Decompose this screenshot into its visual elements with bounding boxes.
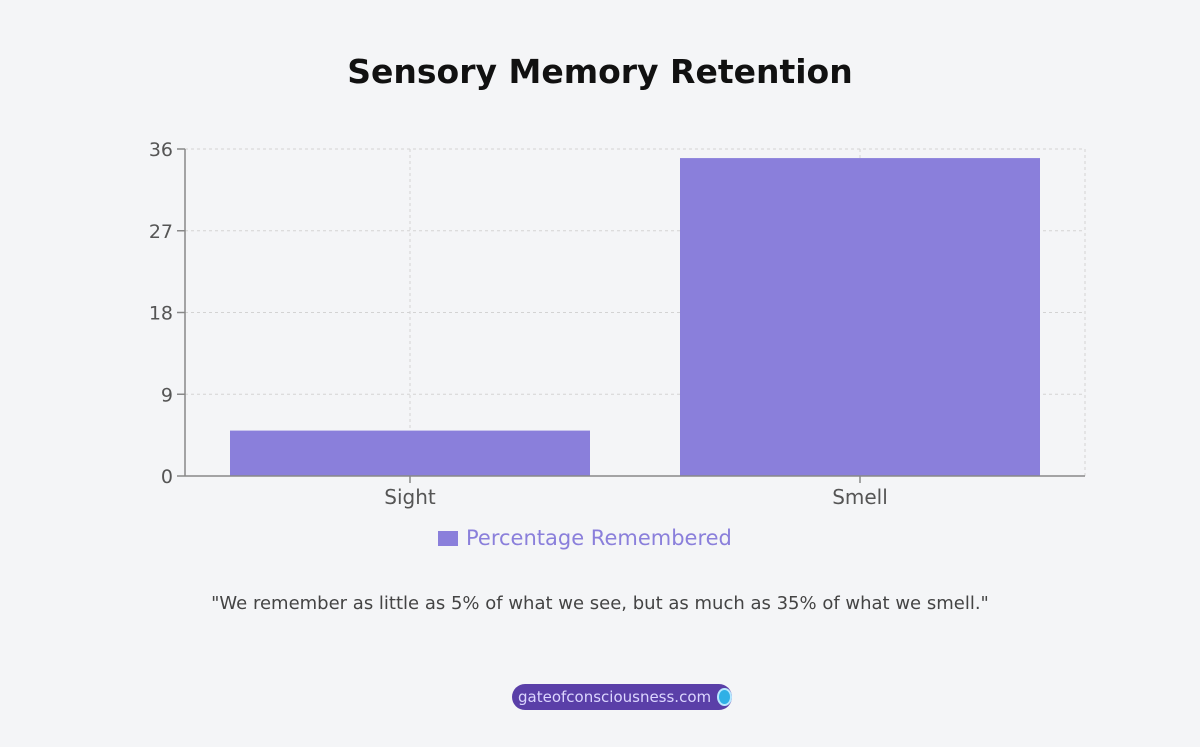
legend-swatch	[438, 530, 458, 546]
y-tick-label: 36	[149, 139, 173, 161]
bar-chart: 0 9 18 27 36 Sight Smell	[149, 139, 1086, 509]
watermark-text: gateofconsciousness.com	[518, 688, 712, 706]
y-tick-label: 0	[161, 466, 173, 488]
y-tick-labels: 0 9 18 27 36	[149, 139, 173, 488]
quote-text: "We remember as little as 5% of what we …	[211, 593, 989, 614]
watermark-badge: gateofconsciousness.com	[512, 684, 732, 710]
bars	[230, 158, 1040, 477]
legend: Percentage Remembered	[438, 526, 732, 550]
x-tick-labels: Sight Smell	[384, 485, 888, 509]
bar-smell	[680, 158, 1040, 477]
bar-sight	[230, 430, 590, 476]
y-tick-label: 18	[149, 303, 173, 325]
brain-circle-icon	[717, 688, 732, 706]
y-tick-label: 27	[149, 221, 173, 243]
axes	[177, 148, 1085, 483]
x-tick-label: Smell	[832, 485, 888, 509]
chart-title: Sensory Memory Retention	[347, 52, 853, 91]
x-tick-label: Sight	[384, 485, 436, 509]
y-tick-label: 9	[161, 384, 173, 406]
legend-label: Percentage Remembered	[466, 526, 732, 550]
